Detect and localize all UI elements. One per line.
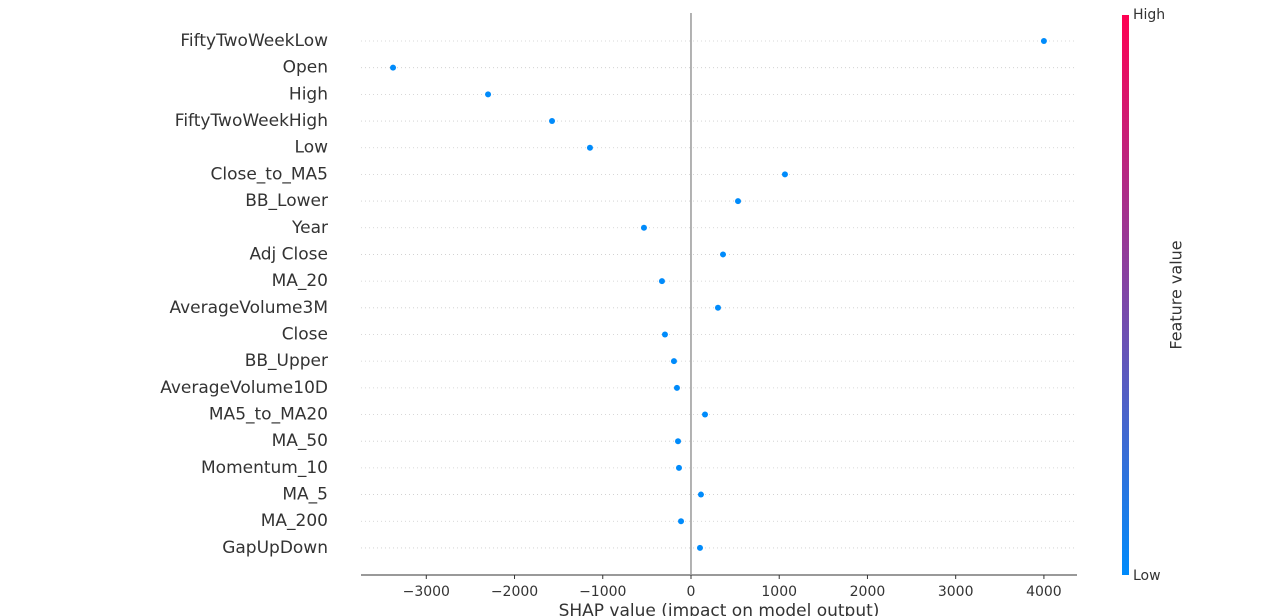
feature-label: BB_Lower [245, 191, 328, 211]
feature-label: Momentum_10 [201, 458, 328, 478]
shap-point [678, 518, 685, 525]
feature-label: Close_to_MA5 [211, 164, 329, 184]
feature-label: Open [283, 58, 328, 78]
feature-label: MA_200 [261, 511, 328, 531]
shap-point [720, 251, 727, 258]
feature-label: Year [291, 218, 328, 238]
x-tick-label: 4000 [1026, 584, 1062, 600]
feature-label: Adj Close [249, 244, 328, 264]
shap-point [640, 224, 647, 231]
feature-label: FiftyTwoWeekLow [180, 31, 328, 51]
x-tick-label: −3000 [403, 584, 450, 600]
x-axis-label: SHAP value (impact on model output) [559, 601, 880, 616]
feature-label: MA_20 [272, 271, 328, 291]
shap-point [696, 544, 703, 551]
x-tick-label: 2000 [850, 584, 886, 600]
feature-label: FiftyTwoWeekHigh [175, 111, 328, 131]
x-tick-label: 1000 [761, 584, 797, 600]
feature-label: GapUpDown [222, 538, 328, 558]
shap-point [675, 464, 682, 471]
shap-point [673, 384, 680, 391]
shap-point [658, 278, 665, 285]
shap-point [661, 331, 668, 338]
shap-point [781, 171, 788, 178]
shap-point [390, 64, 397, 71]
feature-label: Low [295, 138, 329, 158]
feature-label: MA_50 [272, 431, 328, 451]
shap-point [549, 118, 556, 125]
x-tick-label: 0 [687, 584, 696, 600]
feature-label: AverageVolume3M [169, 298, 328, 318]
shap-point [714, 304, 721, 311]
feature-label: BB_Upper [245, 351, 328, 371]
feature-label: Close [282, 324, 328, 344]
colorbar [1122, 15, 1129, 575]
x-tick-label: 3000 [938, 584, 974, 600]
colorbar-label: Feature value [1167, 240, 1186, 349]
colorbar-low-label: Low [1133, 568, 1161, 584]
feature-label: High [289, 84, 328, 104]
shap-point [697, 491, 704, 498]
shap-point [670, 358, 677, 365]
feature-label: MA_5 [282, 485, 328, 505]
colorbar-high-label: High [1133, 7, 1165, 23]
feature-label: MA5_to_MA20 [209, 405, 328, 425]
shap-point [1040, 38, 1047, 44]
feature-label: AverageVolume10D [160, 378, 328, 398]
shap-point [735, 198, 742, 205]
shap-point [586, 144, 593, 151]
x-tick-label: −1000 [579, 584, 626, 600]
shap-point [485, 91, 492, 98]
shap-point [675, 438, 682, 445]
shap-point [702, 411, 709, 418]
x-tick-label: −2000 [491, 584, 538, 600]
